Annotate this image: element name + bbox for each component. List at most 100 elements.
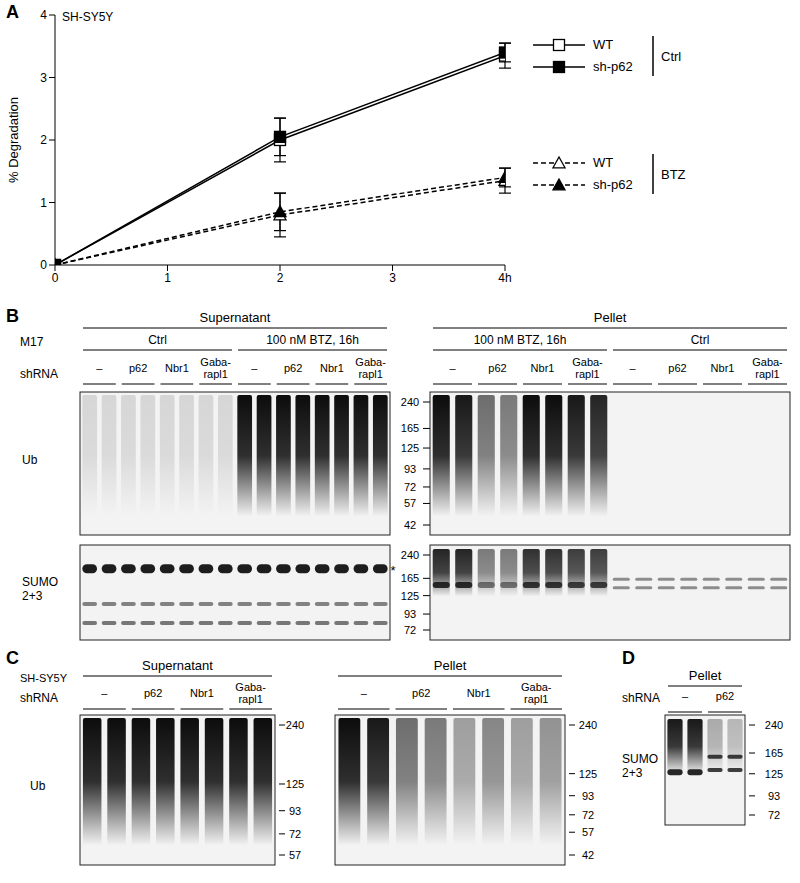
svg-text:Gaba-: Gaba-: [200, 356, 231, 368]
svg-text:p62: p62: [668, 362, 686, 374]
svg-text:WT: WT: [593, 155, 613, 170]
svg-text:Ctrl: Ctrl: [148, 333, 167, 347]
svg-text:93: 93: [289, 805, 301, 817]
svg-text:–: –: [96, 362, 103, 374]
svg-text:125: 125: [765, 768, 783, 780]
svg-text:WT: WT: [593, 37, 613, 52]
svg-text:SUMO: SUMO: [22, 575, 58, 589]
svg-text:Gaba-: Gaba-: [235, 681, 266, 693]
svg-text:M17: M17: [20, 335, 44, 349]
svg-text:p62: p62: [144, 687, 162, 699]
svg-text:57: 57: [404, 497, 416, 509]
svg-text:p62: p62: [716, 690, 734, 702]
svg-text:p62: p62: [129, 362, 147, 374]
svg-text:165: 165: [765, 747, 783, 759]
svg-text:–: –: [629, 362, 636, 374]
svg-text:Nbr1: Nbr1: [467, 687, 491, 699]
svg-text:BTZ: BTZ: [661, 167, 686, 182]
svg-text:rapl1: rapl1: [755, 368, 779, 380]
svg-text:–: –: [101, 687, 108, 699]
svg-text:0: 0: [40, 258, 47, 272]
svg-text:SH-SY5Y: SH-SY5Y: [20, 672, 68, 684]
svg-text:57: 57: [289, 849, 301, 861]
svg-text:Gaba-: Gaba-: [521, 681, 552, 693]
svg-text:Pellet: Pellet: [434, 658, 467, 673]
svg-text:2+3: 2+3: [622, 766, 643, 780]
svg-text:Pellet: Pellet: [689, 668, 722, 683]
svg-text:100 nM BTZ, 16h: 100 nM BTZ, 16h: [266, 333, 359, 347]
svg-text:125: 125: [401, 442, 419, 454]
svg-text:2: 2: [277, 271, 284, 285]
svg-text:Ctrl: Ctrl: [661, 49, 681, 64]
svg-text:Nbr1: Nbr1: [165, 362, 189, 374]
svg-text:shRNA: shRNA: [20, 691, 58, 705]
svg-text:Nbr1: Nbr1: [190, 687, 214, 699]
svg-text:*: *: [390, 563, 395, 578]
svg-text:p62: p62: [488, 362, 506, 374]
svg-text:240: 240: [401, 396, 419, 408]
svg-text:125: 125: [579, 768, 597, 780]
svg-text:Nbr1: Nbr1: [711, 362, 735, 374]
svg-text:–: –: [682, 690, 689, 702]
svg-text:rapl1: rapl1: [524, 693, 548, 705]
svg-text:125: 125: [401, 590, 419, 602]
svg-text:42: 42: [582, 849, 594, 861]
svg-text:Supernatant: Supernatant: [142, 658, 213, 673]
svg-text:100 nM BTZ, 16h: 100 nM BTZ, 16h: [474, 333, 567, 347]
svg-text:240: 240: [579, 719, 597, 731]
svg-text:–: –: [251, 362, 258, 374]
svg-text:rapl1: rapl1: [238, 693, 262, 705]
svg-text:Pellet: Pellet: [594, 310, 627, 325]
svg-text:p62: p62: [284, 362, 302, 374]
svg-text:Nbr1: Nbr1: [320, 362, 344, 374]
svg-text:72: 72: [289, 828, 301, 840]
svg-text:Gaba-: Gaba-: [355, 356, 386, 368]
svg-text:72: 72: [404, 481, 416, 493]
svg-text:93: 93: [582, 790, 594, 802]
svg-text:4h: 4h: [498, 271, 511, 285]
svg-text:93: 93: [768, 790, 780, 802]
svg-text:Nbr1: Nbr1: [531, 362, 555, 374]
svg-text:shRNA: shRNA: [20, 367, 58, 381]
svg-text:Gaba-: Gaba-: [572, 356, 603, 368]
svg-text:2+3: 2+3: [22, 589, 43, 603]
svg-text:0: 0: [52, 271, 59, 285]
svg-text:1: 1: [40, 196, 47, 210]
svg-text:p62: p62: [412, 687, 430, 699]
svg-text:–: –: [361, 687, 368, 699]
svg-text:rapl1: rapl1: [358, 368, 382, 380]
svg-text:42: 42: [404, 519, 416, 531]
svg-text:–: –: [449, 362, 456, 374]
svg-text:72: 72: [404, 624, 416, 636]
svg-text:165: 165: [401, 572, 419, 584]
svg-text:4: 4: [40, 8, 47, 22]
svg-text:57: 57: [582, 826, 594, 838]
svg-text:125: 125: [286, 778, 304, 790]
svg-text:sh-p62: sh-p62: [593, 177, 633, 192]
svg-text:165: 165: [401, 422, 419, 434]
svg-text:93: 93: [404, 463, 416, 475]
svg-text:B: B: [6, 306, 19, 326]
svg-text:rapl1: rapl1: [575, 368, 599, 380]
svg-text:Ctrl: Ctrl: [691, 333, 710, 347]
svg-text:shRNA: shRNA: [622, 691, 660, 705]
svg-text:240: 240: [765, 719, 783, 731]
svg-text:2: 2: [40, 133, 47, 147]
svg-text:Supernatant: Supernatant: [200, 310, 271, 325]
svg-text:240: 240: [401, 549, 419, 561]
svg-text:93: 93: [404, 608, 416, 620]
svg-text:1: 1: [164, 271, 171, 285]
svg-text:C: C: [6, 648, 19, 668]
svg-text:3: 3: [40, 71, 47, 85]
svg-text:72: 72: [768, 809, 780, 821]
svg-text:rapl1: rapl1: [203, 368, 227, 380]
svg-text:Gaba-: Gaba-: [752, 356, 783, 368]
svg-text:Ub: Ub: [30, 779, 46, 793]
svg-text:3: 3: [389, 271, 396, 285]
svg-text:% Degradation: % Degradation: [6, 97, 21, 183]
svg-text:Ub: Ub: [22, 453, 38, 467]
svg-text:240: 240: [286, 719, 304, 731]
svg-text:sh-p62: sh-p62: [593, 59, 633, 74]
svg-text:72: 72: [582, 809, 594, 821]
svg-text:SUMO: SUMO: [622, 752, 658, 766]
